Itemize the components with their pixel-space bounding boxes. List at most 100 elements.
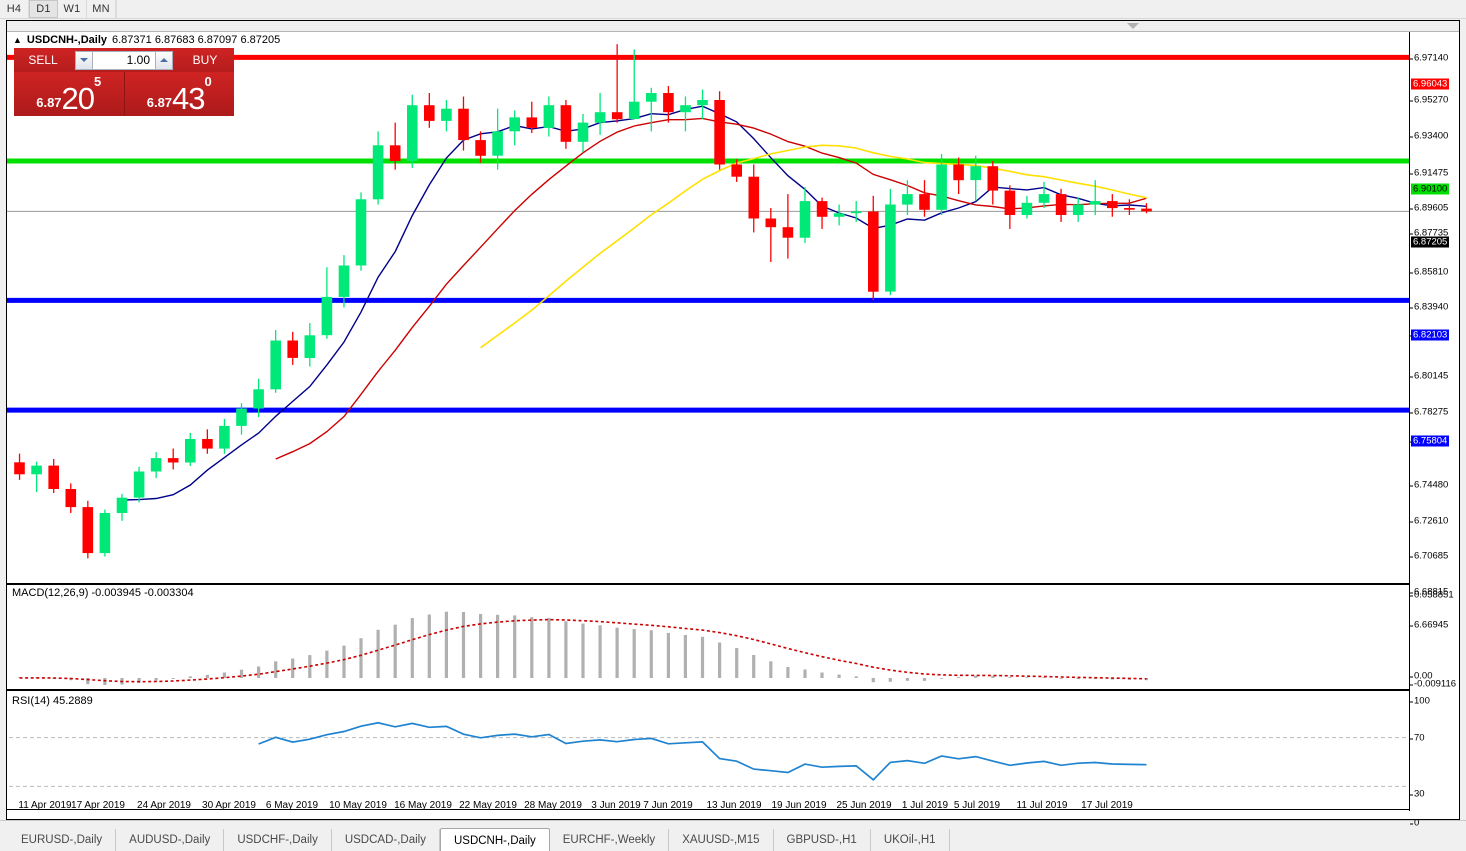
macd-histogram-bar: [1144, 678, 1149, 681]
candlestick: [1089, 180, 1101, 215]
candlestick: [219, 418, 230, 454]
macd-histogram-bar: [239, 669, 244, 678]
candlestick: [782, 194, 794, 259]
macd-histogram-bar: [222, 672, 226, 678]
macd-histogram-bar: [1042, 677, 1046, 678]
macd-histogram-bar: [598, 625, 602, 678]
buy-button[interactable]: BUY: [176, 48, 234, 72]
candlestick: [628, 49, 640, 120]
candlestick: [663, 86, 674, 123]
macd-histogram-bar: [479, 614, 483, 678]
price-scale-tick: 6.89605: [1410, 203, 1448, 214]
time-axis-label: 6 May 2019: [265, 800, 319, 811]
buy-price-integer: 6.87: [146, 95, 173, 110]
candlestick: [885, 188, 896, 296]
symbol-header: ▲ USDCNH-,Daily 6.87371 6.87683 6.87097 …: [13, 33, 280, 47]
time-axis-label: 17 Apr 2019: [71, 800, 125, 811]
candlestick: [253, 378, 264, 418]
macd-pane[interactable]: MACD(12,26,9) -0.003945 -0.003304: [7, 583, 1411, 691]
candlestick: [714, 91, 725, 170]
macd-histogram-bar: [615, 627, 619, 678]
candlestick: [116, 493, 128, 521]
sell-price-big: 20: [61, 80, 95, 116]
buy-price[interactable]: 6.87 43 0: [123, 72, 234, 116]
symbol-tab-usdcaddaily[interactable]: USDCAD-,Daily: [332, 829, 440, 851]
buy-price-big: 43: [172, 80, 205, 116]
chevron-down-icon: [80, 58, 88, 62]
volume-input[interactable]: 1.00: [93, 50, 155, 70]
symbol-tab-usdcnhdaily[interactable]: USDCNH-,Daily: [439, 828, 550, 851]
rsi-label: RSI(14) 45.2889: [12, 695, 93, 707]
volume-increase-button[interactable]: [155, 50, 173, 70]
price-scale-tick: 6.87735: [1410, 228, 1448, 239]
macd-histogram-bar: [1076, 678, 1080, 680]
symbol-tab-xauusdm15[interactable]: XAUUSD-,M15: [669, 829, 774, 851]
symbol-tab-eurchfweekly[interactable]: EURCHF-,Weekly: [550, 829, 670, 851]
candlestick: [99, 509, 111, 557]
price-scale-tick: 6.91475: [1410, 168, 1448, 179]
sell-price-integer: 6.87: [36, 95, 62, 110]
macd-histogram-bar: [922, 678, 927, 681]
macd-histogram-bar: [666, 632, 670, 678]
timeframe-mn[interactable]: MN: [87, 0, 116, 18]
candlestick: [765, 208, 777, 263]
timeframe-h4[interactable]: H4: [0, 0, 29, 18]
macd-histogram-bar: [325, 650, 329, 678]
candlestick: [167, 448, 179, 470]
macd-histogram-bar: [427, 614, 431, 678]
candlestick: [441, 99, 452, 132]
one-click-trading-panel[interactable]: SELL 1.00 BUY: [14, 48, 234, 116]
candlestick: [355, 192, 367, 271]
timeframe-d1[interactable]: D1: [29, 0, 58, 18]
rsi-scale-tick: 70: [1410, 733, 1425, 744]
time-axis-label: 11 Apr 2019: [18, 800, 72, 811]
chevron-up-icon: [160, 58, 168, 62]
sell-price[interactable]: 6.87 20 5: [14, 72, 124, 116]
macd-histogram-bar: [1093, 678, 1097, 680]
candlestick: [816, 197, 828, 229]
macd-histogram-bar: [974, 675, 978, 678]
macd-histogram-bar: [154, 678, 158, 681]
toolbar-spacer: [116, 0, 1466, 18]
candlestick: [1055, 188, 1067, 222]
volume-decrease-button[interactable]: [75, 50, 93, 70]
macd-histogram-bar: [274, 661, 278, 678]
price-scale-chip: 6.90100: [1411, 183, 1450, 195]
macd-histogram-bar: [888, 678, 892, 682]
candlestick: [1038, 181, 1050, 209]
candlestick: [748, 164, 760, 233]
symbol-tab-eurusddaily[interactable]: EURUSD-,Daily: [8, 829, 117, 851]
rsi-scale-tick: 0: [1410, 818, 1419, 829]
macd-histogram-bar: [752, 655, 756, 678]
macd-histogram-bar: [410, 618, 414, 678]
symbol-tab-ukoilh1[interactable]: UKOil-,H1: [871, 829, 950, 851]
chart-horizontal-scrollbar[interactable]: [7, 21, 1459, 32]
candlestick: [936, 154, 947, 215]
macd-histogram-bar: [547, 617, 551, 678]
symbol-tab-audusddaily[interactable]: AUDUSD-,Daily: [116, 829, 225, 851]
rsi-chart-svg: [9, 721, 1411, 787]
time-axis-label: 24 Apr 2019: [137, 800, 191, 811]
price-pane[interactable]: [7, 32, 1411, 581]
candlestick: [594, 93, 606, 135]
price-chart-svg: [7, 44, 1411, 559]
sell-button[interactable]: SELL: [14, 48, 72, 72]
price-scale-tick: 6.78275: [1410, 407, 1448, 418]
symbol-tab-usdchfdaily[interactable]: USDCHF-,Daily: [224, 829, 332, 851]
candlestick: [868, 195, 879, 301]
price-scale[interactable]: 6.97140 6.95270 6.93400 6.91475 6.89605 6.877…: [1409, 32, 1459, 829]
macd-histogram-bar: [205, 674, 209, 678]
ma-slow-line: [480, 144, 1147, 349]
candlestick: [970, 155, 981, 202]
volume-stepper[interactable]: 1.00: [72, 48, 176, 72]
symbol-tab-gbpusdh1[interactable]: GBPUSD-,H1: [774, 829, 871, 851]
candlestick: [850, 201, 862, 222]
candlestick: [953, 157, 964, 195]
candlestick: [1004, 185, 1016, 229]
candlestick: [833, 204, 845, 226]
rsi-pane[interactable]: RSI(14) 45.2889: [7, 693, 1411, 811]
timeframe-toolbar: H4 D1 W1 MN: [0, 0, 1466, 19]
macd-histogram-bar: [513, 615, 517, 678]
timeframe-w1[interactable]: W1: [58, 0, 87, 18]
